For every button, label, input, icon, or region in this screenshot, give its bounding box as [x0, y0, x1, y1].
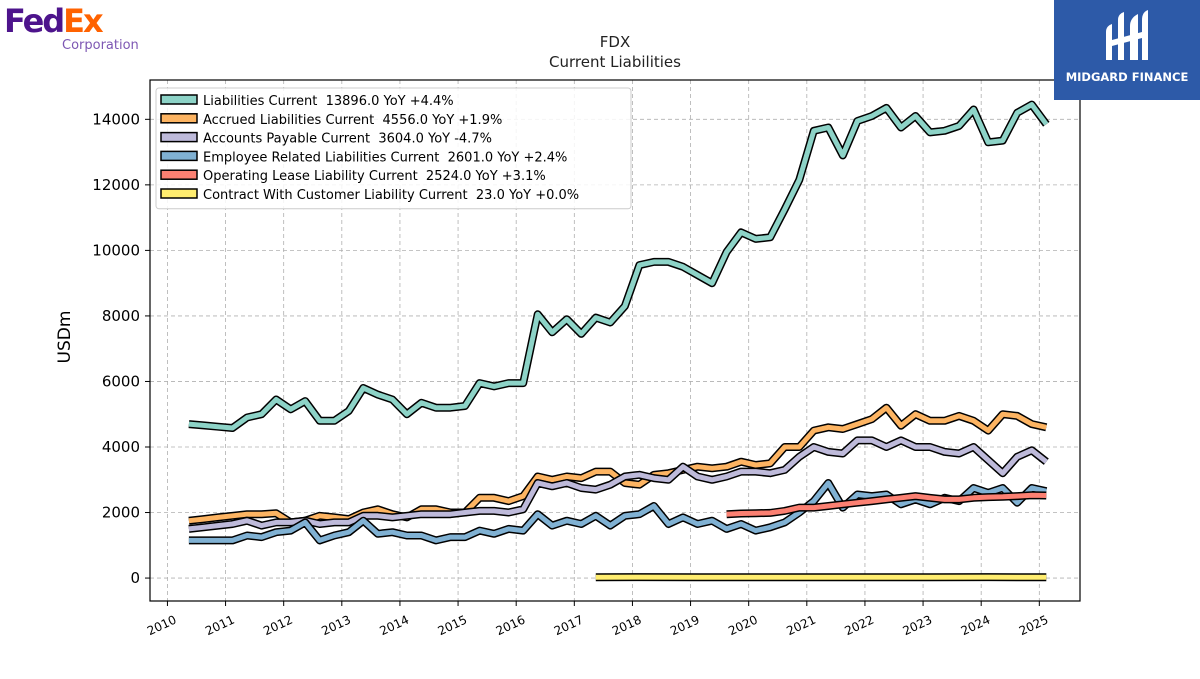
fedex-wordmark-ex: Ex — [63, 2, 102, 40]
y-tick-label: 10000 — [92, 241, 140, 259]
x-tick-label: 2012 — [261, 613, 295, 639]
legend-label: Accrued Liabilities Current 4556.0 YoY +… — [203, 113, 502, 128]
x-tick-label: 2015 — [436, 613, 470, 639]
x-tick-label: 2010 — [145, 613, 179, 639]
x-tick-label: 2022 — [842, 613, 876, 639]
series-outline — [189, 408, 1046, 523]
x-tick-label: 2021 — [784, 613, 818, 639]
series-outline — [189, 483, 1046, 540]
y-tick-label: 2000 — [102, 504, 140, 522]
series-accrued — [189, 408, 1046, 523]
x-tick-label: 2017 — [552, 613, 586, 639]
legend-swatch — [161, 151, 197, 160]
x-tick-label: 2011 — [203, 613, 237, 639]
legend-swatch — [161, 114, 197, 123]
y-tick-label: 4000 — [102, 438, 140, 456]
x-tick-label: 2018 — [610, 613, 644, 639]
midgard-finance-text: MIDGARD FINANCE — [1054, 70, 1200, 84]
chart-subtitle: Current Liabilities — [549, 53, 681, 71]
legend-label: Employee Related Liabilities Current 260… — [203, 150, 567, 165]
series-lease — [727, 495, 1047, 514]
fedex-corporation-label: Corporation — [62, 38, 139, 53]
x-tick-label: 2023 — [901, 613, 935, 639]
midgard-finance-logo: MIDGARD FINANCE — [1054, 0, 1200, 100]
series-line — [727, 495, 1047, 514]
y-axis-label: USDm — [55, 311, 75, 364]
y-tick-label: 0 — [130, 569, 140, 587]
y-tick-label: 12000 — [92, 176, 140, 194]
y-tick-label: 6000 — [102, 372, 140, 390]
series-line — [189, 408, 1046, 523]
x-tick-label: 2024 — [959, 613, 993, 639]
legend: Liabilities Current 13896.0 YoY +4.4% Acc… — [156, 88, 631, 209]
midgard-emblem-icon — [1054, 0, 1200, 70]
legend-swatch — [161, 189, 197, 198]
x-tick-label: 2016 — [494, 613, 528, 639]
x-tick-label: 2025 — [1017, 613, 1051, 639]
legend-label: Contract With Customer Liability Current… — [203, 188, 579, 203]
y-tick-label: 14000 — [92, 110, 140, 128]
x-tick-label: 2019 — [668, 613, 702, 639]
legend-label: Accounts Payable Current 3604.0 YoY -4.7… — [203, 132, 492, 147]
chart-title: FDX — [600, 33, 630, 51]
x-tick-label: 2014 — [377, 613, 411, 639]
x-tick-label: 2013 — [319, 613, 353, 639]
legend-label: Liabilities Current 13896.0 YoY +4.4% — [203, 94, 454, 109]
x-tick-label: 2020 — [726, 613, 760, 639]
y-tick-label: 8000 — [102, 307, 140, 325]
legend-swatch — [161, 170, 197, 179]
legend-label: Operating Lease Liability Current 2524.0… — [203, 169, 546, 184]
fedex-logo: FedEx Corporation — [4, 2, 144, 56]
legend-swatch — [161, 95, 197, 104]
series-employee — [189, 483, 1046, 540]
legend-swatch — [161, 133, 197, 142]
fedex-wordmark: FedEx — [4, 2, 102, 40]
fedex-wordmark-fed: Fed — [4, 2, 63, 40]
